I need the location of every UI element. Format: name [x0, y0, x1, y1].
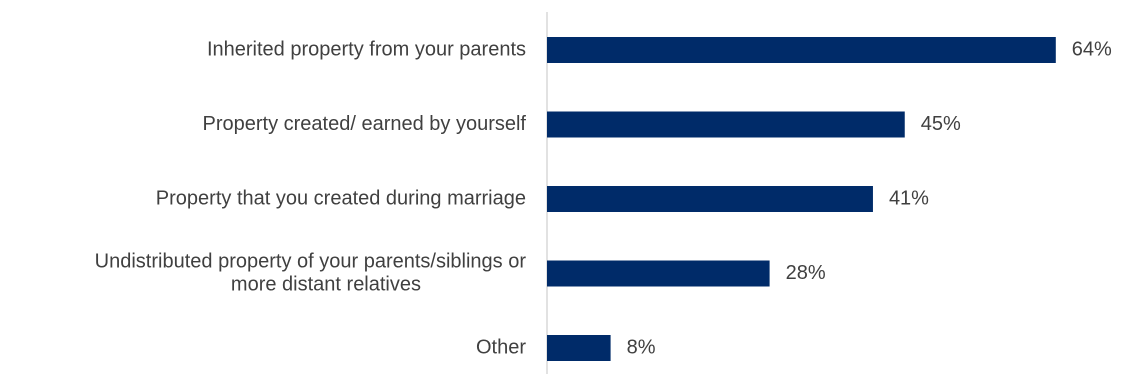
category-label: Inherited property from your parents	[207, 38, 526, 60]
category-label: Property created/ earned by yourself	[202, 113, 526, 135]
value-label: 41%	[889, 187, 929, 209]
category-label: Property that you created during marriag…	[156, 187, 526, 209]
value-labels: 64% 45% 41% 28% 8%	[627, 38, 1112, 358]
category-label-line: Property that you created during marriag…	[156, 187, 526, 209]
bars	[547, 37, 1056, 361]
category-label: Undistributed property of your parents/s…	[95, 250, 527, 295]
bar	[547, 335, 611, 361]
value-label: 45%	[921, 113, 961, 135]
category-label-line: Undistributed property of your parents/s…	[95, 250, 527, 272]
bar	[547, 186, 873, 212]
bar	[547, 111, 905, 138]
category-label-line: more distant relatives	[231, 273, 421, 295]
category-label: Other	[476, 336, 526, 358]
value-label: 8%	[627, 336, 656, 358]
bar	[547, 260, 770, 287]
bar	[547, 37, 1056, 63]
category-labels: Inherited property from your parents Prop…	[95, 38, 527, 358]
value-label: 28%	[786, 262, 826, 284]
category-label-line: Other	[476, 336, 526, 358]
category-label-line: Inherited property from your parents	[207, 38, 526, 60]
value-label: 64%	[1072, 38, 1112, 60]
category-label-line: Property created/ earned by yourself	[202, 113, 526, 135]
